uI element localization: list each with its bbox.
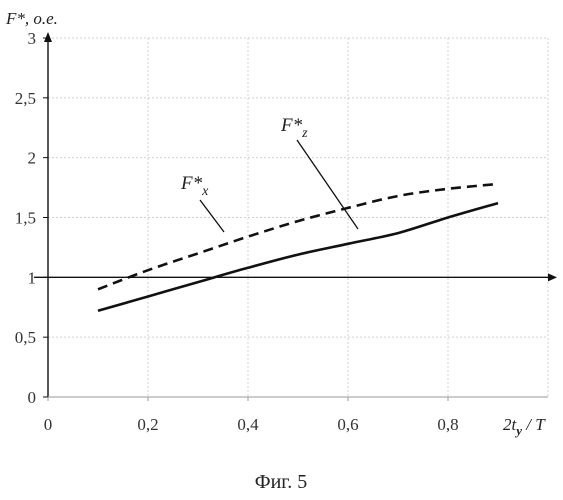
reference-line-arrow [548, 273, 557, 281]
x-tick-label-2: 0,4 [237, 415, 259, 434]
series-layer [98, 184, 498, 311]
y-axis-arrow [44, 32, 52, 42]
y-tick-label-3: 1,5 [15, 209, 36, 228]
y-tick-label-6: 3 [28, 29, 37, 48]
x-axis-title-tail: / T [522, 415, 546, 434]
y-tick-label-1: 0,5 [15, 328, 36, 347]
x-tick-label-4: 0,8 [437, 415, 458, 434]
y-axis-title: F*, o.e. [5, 9, 58, 28]
leader-line-fz [297, 140, 358, 229]
series-line-fx [98, 184, 498, 289]
x-tick-label-3: 0,6 [337, 415, 358, 434]
x-axis-title: 2ty / T [503, 415, 546, 438]
axes-layer: 0 0,5 1 1,5 2 2,5 3 0 0,2 0,4 0,6 0,8 [15, 29, 548, 434]
series-label-fx-main: F* [180, 173, 203, 194]
y-tick-label-5: 2,5 [15, 89, 36, 108]
y-tick-label-2: 1 [28, 268, 37, 287]
grid-layer [48, 38, 548, 397]
y-tick-label-4: 2 [28, 149, 37, 168]
y-tick-label-0: 0 [28, 388, 37, 407]
series-label-fz-main: F* [280, 115, 303, 136]
series-label-fz: F*z [280, 115, 308, 141]
series-line-fz [98, 203, 498, 311]
x-tick-label-1: 0,2 [137, 415, 158, 434]
series-label-fx: F*x [180, 173, 209, 199]
leader-line-fx [200, 200, 224, 232]
reference-layer [34, 273, 557, 281]
series-label-fz-subscript: z [301, 126, 308, 141]
figure-caption: Фиг. 5 [255, 471, 307, 493]
x-tick-label-0: 0 [44, 415, 53, 434]
series-label-fx-subscript: x [201, 184, 209, 199]
